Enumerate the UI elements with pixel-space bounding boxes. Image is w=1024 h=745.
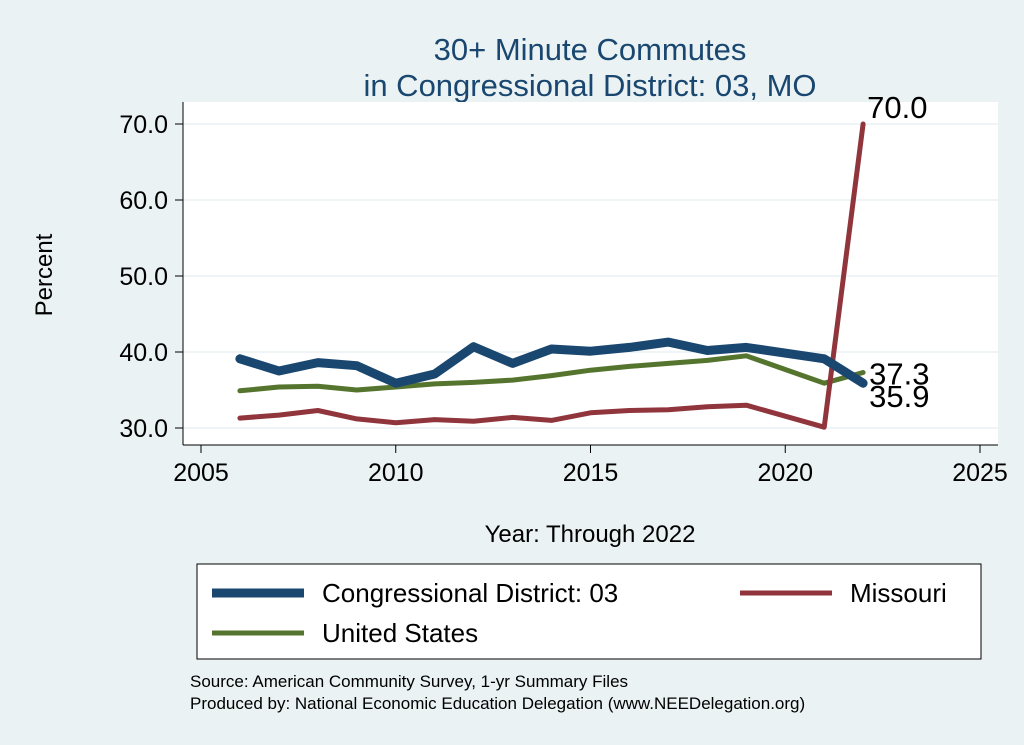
x-tick-label-2: 2015 — [563, 459, 619, 487]
end-label-0: 35.9 — [869, 379, 929, 414]
y-tick-label-2: 50.0 — [119, 263, 168, 291]
series-group — [235, 121, 868, 430]
y-tick-label-1: 40.0 — [119, 339, 168, 367]
chart-title-line-1: 30+ Minute Commutes — [434, 32, 747, 67]
y-tick-label-0: 30.0 — [119, 415, 168, 443]
end-label-2: 37.3 — [869, 357, 929, 392]
chart-title-line-2: in Congressional District: 03, MO — [363, 68, 816, 103]
legend-label-0: Congressional District: 03 — [322, 578, 618, 608]
end-labels: 35.9 70.0 37.3 — [867, 90, 929, 414]
y-tick-label-4: 70.0 — [119, 111, 168, 139]
x-tick-label-3: 2020 — [757, 459, 813, 487]
series-line-1 — [237, 121, 866, 430]
legend-box — [196, 563, 982, 660]
series-line-2 — [237, 353, 866, 394]
axes: 30.0 40.0 50.0 60.0 70.0 2005 2010 2015 2020 2025 — [119, 102, 1008, 487]
x-tick-label-4: 2025 — [952, 459, 1008, 487]
end-label-1: 70.0 — [867, 90, 927, 125]
x-tick-label-1: 2010 — [368, 459, 424, 487]
legend-label-2: United States — [322, 618, 478, 648]
legend: Congressional District: 03 Missouri United… — [212, 578, 947, 648]
y-axis-label: Percent — [31, 233, 58, 316]
x-axis-label: Year: Through 2022 — [485, 521, 696, 548]
x-tick-label-0: 2005 — [173, 459, 229, 487]
source-note: Source: American Community Survey, 1-yr … — [190, 672, 628, 691]
y-tick-label-3: 60.0 — [119, 187, 168, 215]
series-line-0 — [235, 337, 868, 388]
produced-by-note: Produced by: National Economic Education… — [190, 694, 805, 713]
legend-label-1: Missouri — [850, 578, 947, 608]
